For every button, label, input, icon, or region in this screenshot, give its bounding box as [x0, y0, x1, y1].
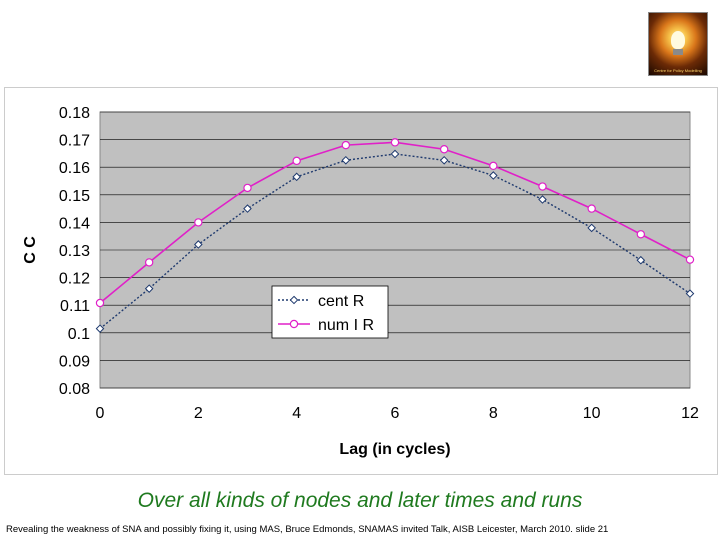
x-tick-label: 12 [681, 405, 699, 422]
logo: Centre for Policy Modelling [648, 12, 708, 76]
y-tick-label: 0.09 [59, 353, 90, 370]
data-point [685, 289, 695, 298]
data-point [341, 155, 351, 165]
x-tick-label: 10 [583, 405, 601, 422]
data-point [144, 258, 154, 267]
y-tick-label: 0.12 [59, 271, 90, 288]
data-point [243, 183, 252, 193]
lightbulb-cap [673, 49, 683, 55]
data-point [95, 324, 105, 333]
data-point [439, 145, 449, 154]
lightbulb-icon [671, 31, 685, 49]
data-point [194, 218, 203, 227]
y-tick-label: 0.1 [68, 326, 90, 343]
slide-footer: Revealing the weakness of SNA and possib… [6, 524, 609, 535]
data-point [390, 149, 400, 159]
y-tick-label: 0.14 [59, 215, 90, 232]
data-point [95, 298, 105, 308]
y-tick-label: 0.16 [59, 160, 90, 177]
y-tick-label: 0.08 [59, 381, 90, 398]
data-point [390, 138, 400, 147]
data-point [292, 156, 301, 166]
legend-marker [289, 319, 299, 329]
y-axis-label: C C [22, 236, 39, 264]
data-point [538, 195, 547, 204]
data-point [341, 140, 351, 150]
x-axis-label: Lag (in cycles) [339, 441, 450, 458]
legend-box [271, 285, 389, 339]
data-point [489, 171, 498, 180]
data-point [243, 204, 252, 213]
data-point [685, 255, 695, 264]
data-point [538, 182, 547, 191]
data-point [636, 255, 646, 265]
legend-label: cent R [318, 293, 364, 310]
legend-label: num I R [318, 317, 374, 334]
data-point [587, 223, 596, 233]
y-tick-label: 0.11 [60, 298, 90, 315]
y-tick-label: 0.15 [59, 188, 90, 205]
line-chart: 0.08 0.09 0.1 0.11 0.12 0.13 0.14 0.15 0.16 0.17 0… [22, 105, 699, 458]
x-tick-label: 2 [194, 405, 203, 422]
data-point [587, 204, 596, 213]
x-tick-label: 4 [292, 405, 301, 422]
y-tick-label: 0.18 [59, 105, 90, 122]
data-point [194, 240, 203, 249]
data-point [439, 155, 449, 165]
chart-frame: 0.08 0.09 0.1 0.11 0.12 0.13 0.14 0.15 0.16 0.17 0… [4, 87, 718, 475]
x-tick-label: 8 [489, 405, 498, 422]
y-tick-label: 0.13 [59, 243, 90, 260]
x-tick-label: 6 [391, 405, 400, 422]
data-point [144, 284, 154, 293]
x-tick-label: 0 [96, 405, 105, 422]
data-point [292, 172, 301, 182]
data-point [636, 230, 646, 239]
legend-marker [289, 295, 299, 305]
slide-subtitle: Over all kinds of nodes and later times … [137, 489, 583, 512]
data-point [489, 161, 498, 171]
logo-caption: Centre for Policy Modelling [654, 68, 702, 73]
y-tick-label: 0.17 [59, 133, 90, 150]
